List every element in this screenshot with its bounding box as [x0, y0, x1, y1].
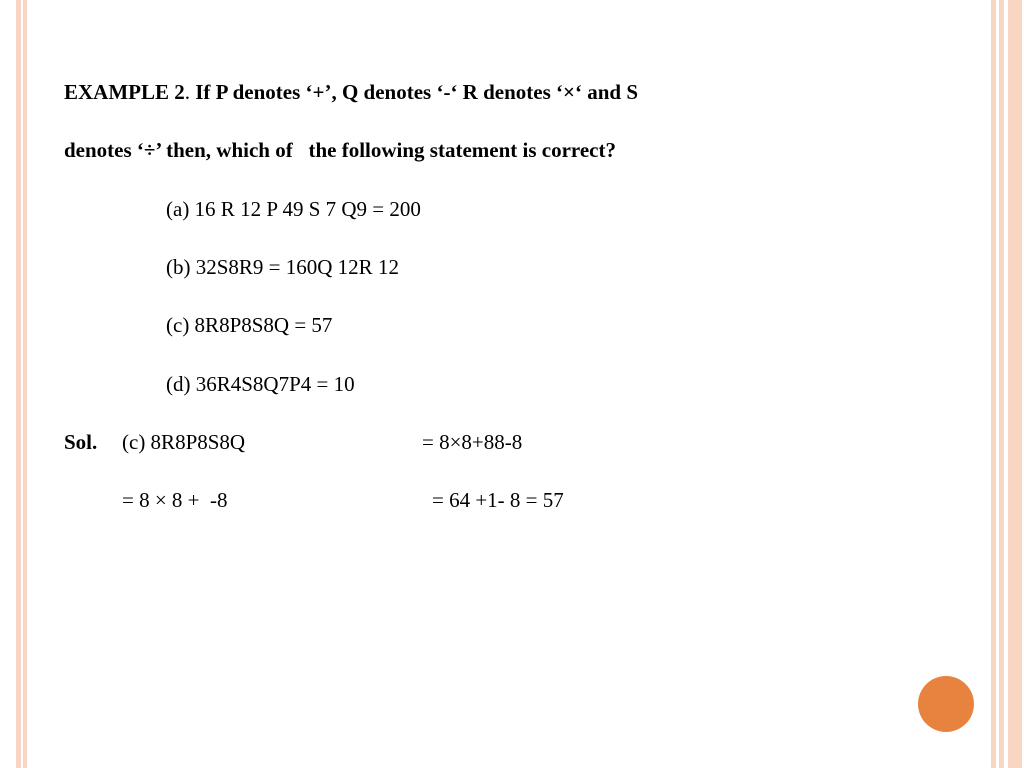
decor-circle-icon: [918, 676, 974, 732]
solution-label: Sol.: [64, 428, 122, 456]
option-d: (d) 36R4S8Q7P4 = 10: [166, 370, 960, 398]
decor-stripe-right-3: [991, 0, 996, 768]
solution-rhs-1: = 8×8+88-8: [422, 428, 522, 456]
decor-stripe-right-2: [999, 0, 1004, 768]
option-a: (a) 16 R 12 P 49 S 7 Q9 = 200: [166, 195, 960, 223]
solution-row-1: Sol. (c) 8R8P8S8Q = 8×8+88-8: [64, 428, 960, 456]
decor-stripe-left-2: [23, 0, 27, 768]
option-c: (c) 8R8P8S8Q = 57: [166, 311, 960, 339]
options-block: (a) 16 R 12 P 49 S 7 Q9 = 200 (b) 32S8R9…: [166, 195, 960, 398]
solution-lhs-2: = 8 × 8 + -8: [122, 486, 432, 514]
question-line-1: EXAMPLE 2. If P denotes ‘+’, Q denotes ‘…: [64, 78, 960, 106]
slide-content: EXAMPLE 2. If P denotes ‘+’, Q denotes ‘…: [64, 78, 960, 515]
decor-stripe-left-1: [16, 0, 21, 768]
example-separator: .: [185, 80, 196, 104]
decor-stripe-right-1: [1008, 0, 1022, 768]
solution-rhs-2: = 64 +1- 8 = 57: [432, 486, 564, 514]
solution-row-2: = 8 × 8 + -8 = 64 +1- 8 = 57: [122, 486, 960, 514]
example-label: EXAMPLE 2: [64, 80, 185, 104]
solution-lhs-1: (c) 8R8P8S8Q: [122, 428, 422, 456]
question-line-2: denotes ‘÷’ then, which of the following…: [64, 136, 960, 164]
question-text-1: If P denotes ‘+’, Q denotes ‘-‘ R denote…: [195, 80, 638, 104]
option-b: (b) 32S8R9 = 160Q 12R 12: [166, 253, 960, 281]
